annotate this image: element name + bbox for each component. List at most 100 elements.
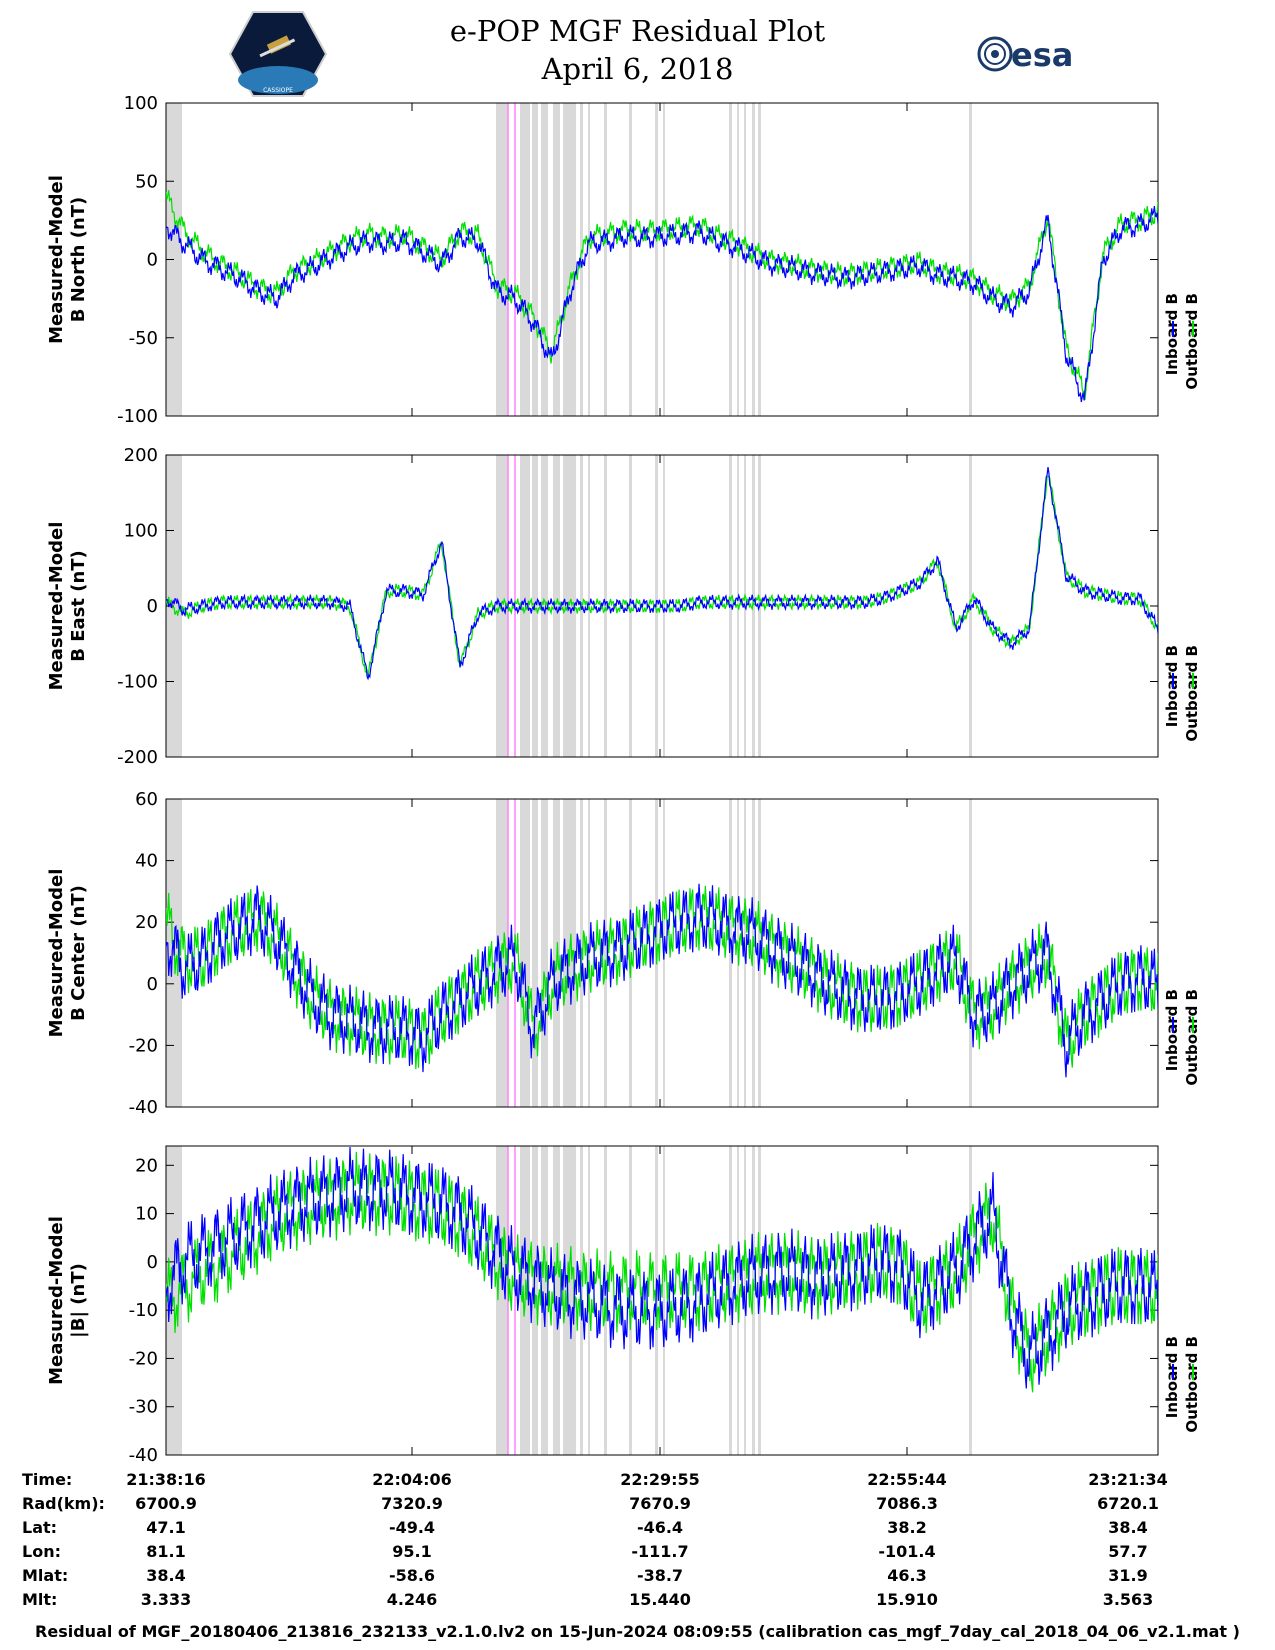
info-cell: -101.4 <box>878 1542 936 1561</box>
y-tick-label: 20 <box>135 912 158 933</box>
series-line-inboard <box>166 1146 1158 1389</box>
info-cell: 46.3 <box>887 1566 927 1585</box>
info-cell: 57.7 <box>1108 1542 1148 1561</box>
data-gap-band <box>588 455 590 757</box>
info-cell: -58.6 <box>388 1566 436 1585</box>
y-axis-label: B Center (nT) <box>68 885 89 1021</box>
data-gap-band <box>553 455 560 757</box>
info-cell: 6720.1 <box>1097 1494 1159 1513</box>
data-gap-band <box>496 455 508 757</box>
data-gap-band <box>752 455 755 757</box>
y-tick-label: 50 <box>135 171 158 192</box>
data-gap-band <box>563 103 576 416</box>
data-gap-band <box>663 1146 665 1455</box>
info-cell: 7086.3 <box>876 1494 938 1513</box>
info-cell: 3.333 <box>140 1590 192 1609</box>
data-gap-band <box>729 799 732 1107</box>
y-tick-label: 40 <box>135 851 158 872</box>
info-cell: 47.1 <box>146 1518 186 1537</box>
y-tick-label: 100 <box>124 521 158 542</box>
data-gap-band <box>563 455 576 757</box>
info-cell: 7670.9 <box>629 1494 691 1513</box>
panel-2: -200 -100 0 100 200 Measured-Model B East (nT)… <box>46 445 1201 768</box>
data-gap-band <box>655 103 658 416</box>
data-gap-band <box>629 103 632 416</box>
plot-frame <box>165 798 1159 1108</box>
data-gap-band <box>655 455 658 757</box>
info-cell: 21:38:16 <box>126 1470 206 1489</box>
data-gap-band <box>969 103 972 416</box>
data-gap-band <box>629 1146 632 1455</box>
data-gap-band <box>629 455 632 757</box>
data-gap-band <box>758 103 761 416</box>
y-tick-label: 60 <box>135 789 158 810</box>
y-tick-label: -10 <box>129 1300 158 1321</box>
svg-text:CASSIOPE: CASSIOPE <box>263 87 293 94</box>
data-gap-band <box>496 799 508 1107</box>
y-tick-label: 0 <box>147 974 158 995</box>
info-row-label: Mlat: <box>22 1566 69 1585</box>
info-cell: 22:29:55 <box>620 1470 700 1489</box>
y-tick-label: -30 <box>129 1397 158 1418</box>
series-line-inboard <box>166 883 1158 1078</box>
plot-frame <box>165 102 1159 417</box>
legend-outboard: Outboard B <box>1183 293 1201 390</box>
data-gap-band <box>496 1146 508 1455</box>
info-cell: 4.246 <box>386 1590 438 1609</box>
info-row-label: Lat: <box>22 1518 58 1537</box>
data-gap-band <box>604 455 607 757</box>
y-tick-label: 20 <box>135 1155 158 1176</box>
series-line-outboard <box>166 190 1158 400</box>
y-tick-label: 0 <box>147 1252 158 1273</box>
data-gap-band <box>532 103 538 416</box>
y-axis-label: B North (nT) <box>68 197 89 323</box>
data-gap-band <box>969 799 972 1107</box>
y-tick-label: -100 <box>117 406 158 427</box>
data-gap-band <box>663 103 665 416</box>
y-tick-label: -40 <box>129 1445 158 1466</box>
info-cell: 23:21:34 <box>1088 1470 1168 1489</box>
data-gap-band <box>604 103 607 416</box>
y-axis-label: B East (nT) <box>68 550 89 662</box>
y-axis-label: Measured-Model <box>46 869 67 1038</box>
info-cell: -111.7 <box>631 1542 689 1561</box>
y-axis-label: |B| (nT) <box>68 1263 89 1338</box>
data-gap-band <box>729 103 732 416</box>
data-gap-band <box>752 1146 755 1455</box>
info-cell: 81.1 <box>146 1542 186 1561</box>
y-tick-label: 100 <box>124 93 158 114</box>
data-gap-band <box>563 1146 576 1455</box>
legend-outboard: Outboard B <box>1183 645 1201 742</box>
data-gap-band <box>541 1146 548 1455</box>
cassiope-logo: CASSIOPE <box>228 11 328 97</box>
data-gap-band <box>604 799 607 1107</box>
data-gap-band <box>629 799 632 1107</box>
data-gap-band <box>553 103 560 416</box>
info-cell: 6700.9 <box>135 1494 197 1513</box>
y-axis-label: Measured-Model <box>46 175 67 344</box>
series-line-outboard <box>166 1151 1158 1393</box>
info-cell: -49.4 <box>388 1518 436 1537</box>
data-gap-band <box>588 103 590 416</box>
y-axis-label: Measured-Model <box>46 522 67 691</box>
info-row-label: Mlt: <box>22 1590 58 1609</box>
info-cell: 22:55:44 <box>867 1470 947 1489</box>
data-gap-band <box>496 103 508 416</box>
info-row-label: Rad(km): <box>22 1494 105 1513</box>
info-cell: 31.9 <box>1108 1566 1148 1585</box>
info-cell: 22:04:06 <box>372 1470 452 1489</box>
info-cell: -46.4 <box>636 1518 684 1537</box>
info-cell: 38.4 <box>1108 1518 1148 1537</box>
info-cell: 15.440 <box>629 1590 691 1609</box>
data-gap-band <box>520 799 530 1107</box>
data-gap-band <box>580 103 583 416</box>
esa-logo: esa <box>977 36 1073 74</box>
info-cell: 3.563 <box>1102 1590 1154 1609</box>
chart-date: April 6, 2018 <box>541 52 734 86</box>
info-row-label: Time: <box>22 1470 73 1489</box>
data-gap-band <box>520 455 530 757</box>
y-tick-label: 0 <box>147 596 158 617</box>
